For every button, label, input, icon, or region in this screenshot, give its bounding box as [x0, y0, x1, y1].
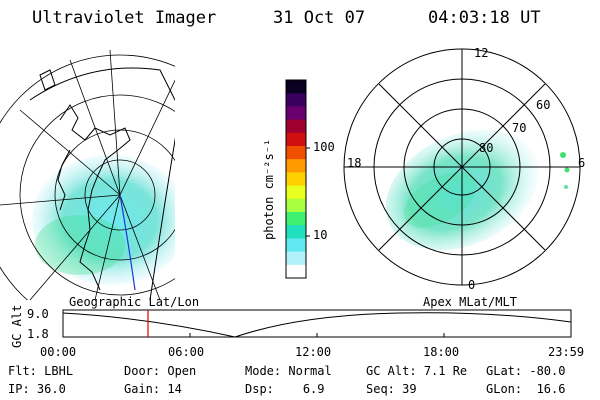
colorbar-segment — [286, 119, 306, 134]
orbit-track — [119, 194, 136, 291]
status-seq: Seq: 39 — [366, 382, 417, 396]
aurora-dot — [560, 152, 566, 158]
date-label: 31 Oct 07 — [273, 8, 366, 28]
altitude-xtick: 06:00 — [168, 345, 205, 359]
view-boundary — [29, 67, 175, 300]
aurora-dot — [564, 167, 570, 173]
status-glon: GLon: 16.6 — [486, 382, 566, 396]
colorbar-segment — [286, 132, 306, 147]
altitude-xtick: 18:00 — [423, 345, 460, 359]
altitude-plot — [62, 309, 572, 338]
colorbar-segment — [286, 238, 306, 253]
geographic-map — [0, 49, 175, 300]
colorbar-unit-label: photon cm⁻²s⁻¹ — [262, 138, 276, 240]
altitude-ytick-bottom: 1.8 — [27, 327, 49, 341]
colorbar-segment — [286, 106, 306, 121]
colorbar-segment — [286, 185, 306, 200]
colorbar-segment — [286, 159, 306, 173]
altitude-ticks — [189, 333, 445, 337]
altitude-xtick: 23:59 — [548, 345, 585, 359]
colorbar-segment — [286, 198, 306, 213]
status-flt: Flt: LBHL — [8, 364, 74, 378]
colorbar-tick-100: 100 — [313, 140, 335, 154]
time-label: 04:03:18 UT — [428, 8, 541, 28]
colorbar-segment — [286, 212, 306, 226]
mlt-label-0: 0 — [468, 278, 476, 292]
lat-label-60: 60 — [536, 98, 551, 112]
colorbar-frame — [285, 79, 307, 279]
colorbar-segment — [286, 80, 306, 94]
altitude-xtick: 00:00 — [40, 345, 77, 359]
status-gcalt: GC Alt: 7.1 Re — [366, 364, 468, 378]
lat-label-80: 80 — [479, 141, 494, 155]
status-door: Door: Open — [124, 364, 197, 378]
status-gain: Gain: 14 — [124, 382, 182, 396]
lat-label-70: 70 — [512, 121, 527, 135]
mlt-label-6: 6 — [578, 156, 586, 170]
mlt-label-12: 12 — [474, 46, 489, 60]
colorbar-segment — [286, 264, 306, 279]
mode-value: Normal — [288, 364, 332, 378]
altitude-ytick-top: 9.0 — [27, 307, 49, 321]
right-panel-label: Apex MLat/MLT — [423, 295, 517, 309]
altitude-xtick: 12:00 — [295, 345, 332, 359]
colorbar — [285, 79, 310, 279]
glat-value: -80.0 — [529, 364, 566, 378]
seq-value: 39 — [402, 382, 417, 396]
lat-circle — [84, 159, 156, 231]
door-value: Open — [167, 364, 197, 378]
aurora-green-patch — [35, 215, 125, 275]
altitude-ylabel: GC Alt — [10, 304, 24, 348]
dsp-value: 6.9 — [302, 382, 325, 396]
colorbar-segment — [286, 172, 306, 187]
left-panel-label: Geographic Lat/Lon — [69, 295, 200, 309]
colorbar-segment — [286, 225, 306, 239]
aurora-green-patch-right — [403, 172, 477, 228]
aurora-dot — [564, 185, 568, 189]
status-ip: IP: 36.0 — [8, 382, 66, 396]
mlt-label-18: 18 — [347, 156, 362, 170]
glon-value: 16.6 — [536, 382, 566, 396]
lat-circle — [0, 54, 175, 300]
colorbar-tick-10: 10 — [313, 228, 328, 242]
polar-spokes — [344, 49, 580, 285]
aurora-emission-left — [32, 155, 175, 285]
colorbar-segment — [286, 251, 306, 266]
flt-value: LBHL — [44, 364, 74, 378]
status-dsp: Dsp: 6.9 — [245, 382, 325, 396]
altitude-frame — [62, 309, 572, 338]
colorbar-segment — [286, 93, 306, 107]
status-mode: Mode: Normal — [245, 364, 332, 378]
polar-plot — [343, 48, 581, 286]
ip-value: 36.0 — [36, 382, 66, 396]
gain-value: 14 — [167, 382, 182, 396]
coastline — [39, 69, 131, 291]
colorbar-segment — [286, 146, 306, 160]
status-glat: GLat: -80.0 — [486, 364, 566, 378]
lat-circle — [19, 94, 175, 296]
instrument-title: Ultraviolet Imager — [32, 8, 217, 28]
gcalt-value: 7.1 Re — [423, 364, 468, 378]
